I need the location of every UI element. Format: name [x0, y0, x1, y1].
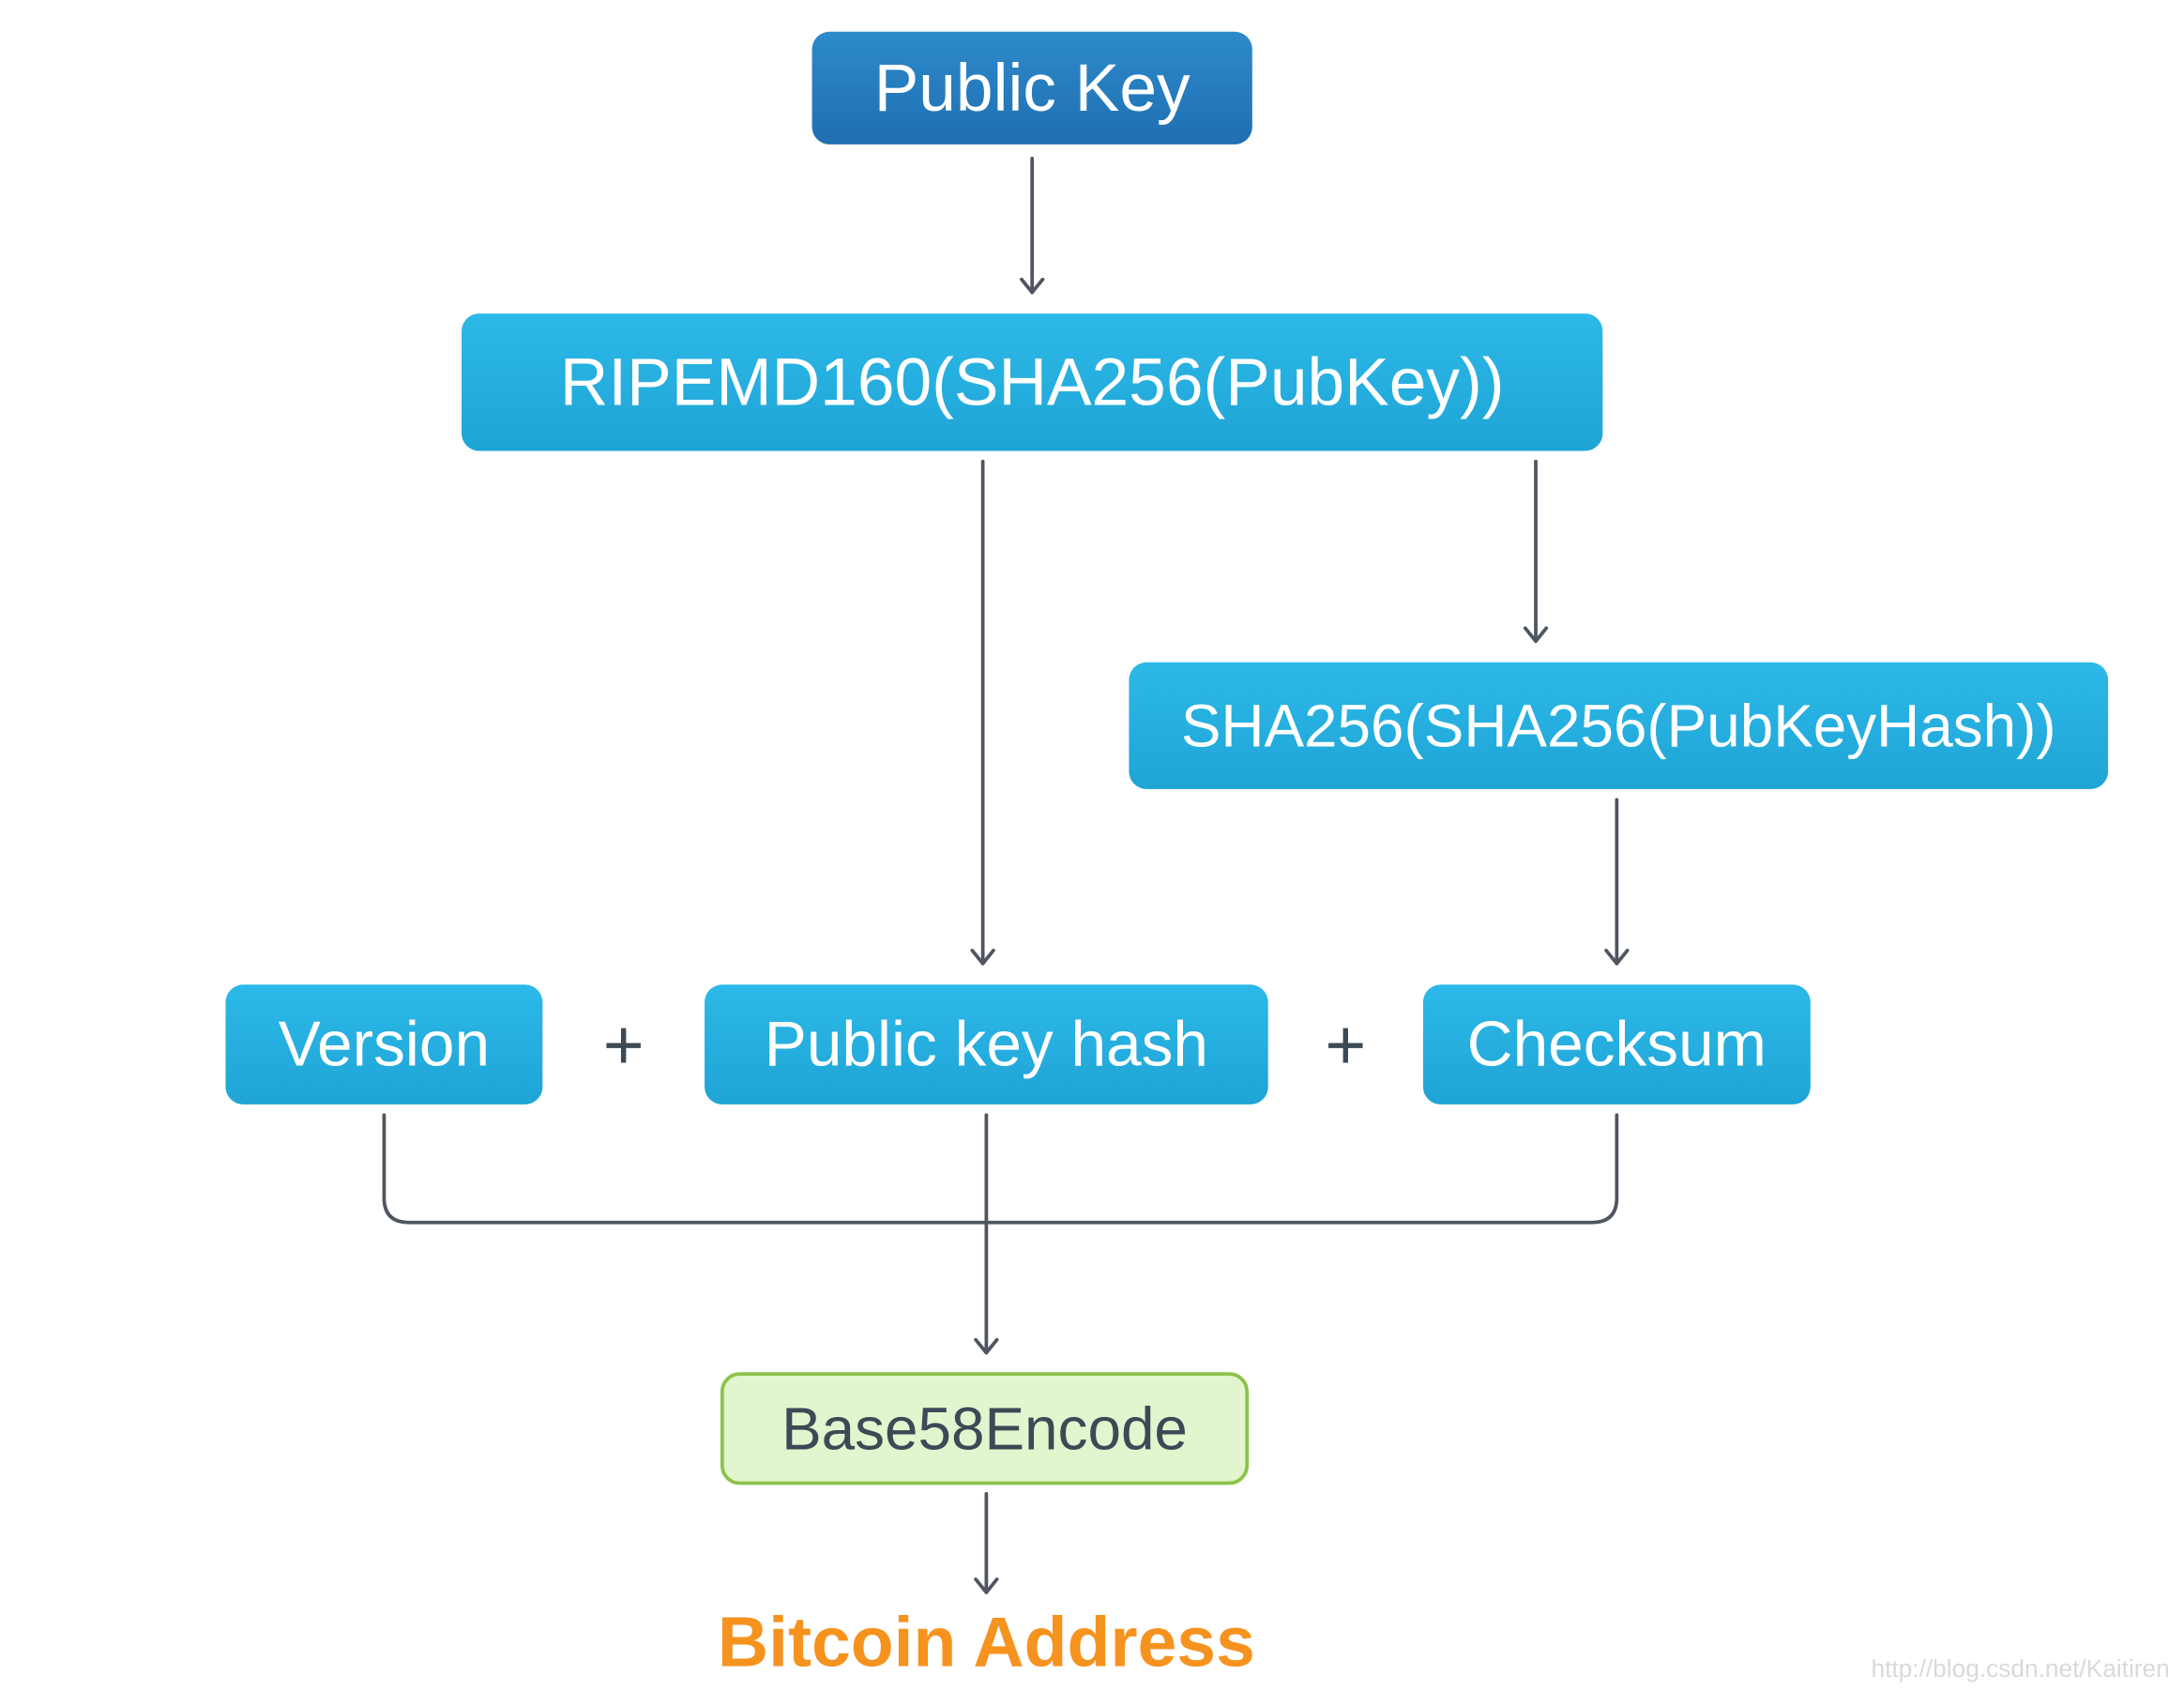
- node-ripemd-label: RIPEMD160(SHA256(PubKey)): [560, 344, 1505, 419]
- plus-sign-1: +: [1325, 1005, 1366, 1084]
- node-checksum: Checksum: [1423, 984, 1811, 1104]
- node-bitcoin-address: Bitcoin Address: [718, 1602, 1255, 1681]
- node-base58: Base58Encode: [722, 1374, 1247, 1483]
- node-sha256: SHA256(SHA256(PubKeyHash)): [1129, 663, 2108, 789]
- node-pubkey_hash-label: Public key hash: [765, 1010, 1208, 1080]
- node-ripemd: RIPEMD160(SHA256(PubKey)): [462, 313, 1602, 450]
- node-public_key-label: Public Key: [874, 51, 1191, 126]
- node-version-label: Version: [279, 1010, 490, 1080]
- node-checksum-label: Checksum: [1467, 1010, 1767, 1080]
- node-base58-label: Base58Encode: [781, 1394, 1188, 1462]
- watermark: http://blog.csdn.net/Kaitiren: [1871, 1654, 2169, 1683]
- node-pubkey_hash: Public key hash: [705, 984, 1268, 1104]
- node-public_key: Public Key: [812, 32, 1252, 145]
- node-version: Version: [225, 984, 542, 1104]
- node-sha256-label: SHA256(SHA256(PubKeyHash)): [1181, 692, 2056, 759]
- plus-sign-0: +: [603, 1005, 645, 1084]
